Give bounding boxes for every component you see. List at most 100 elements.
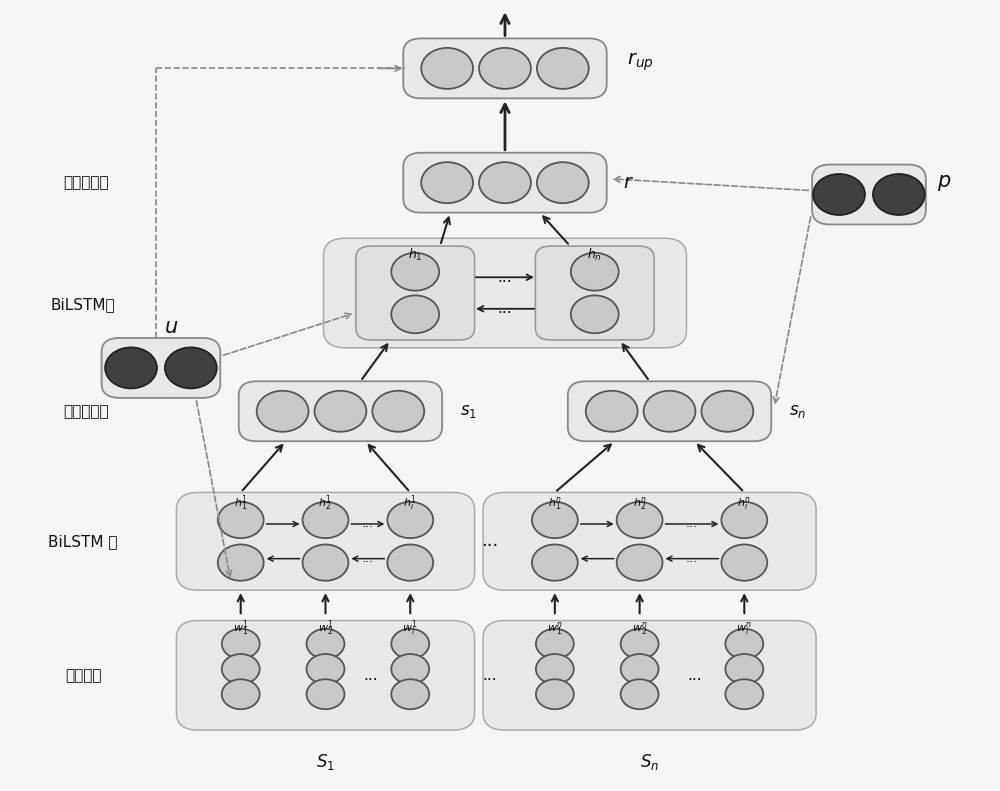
Circle shape [387,502,433,538]
Circle shape [222,654,260,684]
Circle shape [421,48,473,89]
Text: $w_i^1$: $w_i^1$ [402,619,418,638]
Text: $h_1$: $h_1$ [408,247,423,263]
Text: $h_1^1$: $h_1^1$ [234,494,248,513]
Text: $s_n$: $s_n$ [789,403,806,420]
Text: ...: ... [498,270,512,285]
FancyBboxPatch shape [176,493,475,590]
Circle shape [391,679,429,710]
Text: $w_i^n$: $w_i^n$ [736,619,752,637]
FancyBboxPatch shape [403,39,607,98]
FancyBboxPatch shape [535,246,654,340]
Text: $S_n$: $S_n$ [640,752,659,772]
FancyBboxPatch shape [176,620,475,730]
Circle shape [571,295,619,333]
Text: ...: ... [362,552,374,565]
Circle shape [725,654,763,684]
Text: $r$: $r$ [623,173,634,192]
Text: 文档表示层: 文档表示层 [63,175,109,190]
Text: BiLSTM 层: BiLSTM 层 [48,534,118,549]
Circle shape [721,544,767,581]
Circle shape [536,654,574,684]
Text: $h_2^n$: $h_2^n$ [633,495,647,512]
Circle shape [105,347,157,388]
Circle shape [303,544,348,581]
Text: $h_2^1$: $h_2^1$ [318,494,333,513]
Text: ...: ... [483,668,497,683]
Circle shape [391,629,429,659]
Circle shape [165,347,217,388]
FancyBboxPatch shape [403,153,607,213]
Circle shape [218,544,264,581]
Circle shape [621,654,659,684]
Circle shape [725,629,763,659]
Text: BiLSTM层: BiLSTM层 [51,297,115,312]
Circle shape [391,253,439,290]
Text: $S_1$: $S_1$ [316,752,335,772]
Circle shape [532,502,578,538]
Circle shape [257,391,309,432]
Text: 句子表示层: 句子表示层 [63,403,109,418]
Text: ...: ... [362,517,374,531]
Circle shape [617,502,663,538]
FancyBboxPatch shape [483,620,816,730]
Text: ...: ... [481,532,499,551]
Text: $h_i^1$: $h_i^1$ [403,494,417,513]
FancyBboxPatch shape [356,246,475,340]
Text: ...: ... [686,517,698,531]
Circle shape [479,162,531,203]
Circle shape [315,391,366,432]
FancyBboxPatch shape [483,493,816,590]
Text: $p$: $p$ [937,172,951,193]
Circle shape [536,629,574,659]
Circle shape [307,679,344,710]
Text: $w_1^n$: $w_1^n$ [547,619,563,637]
Text: $w_2^n$: $w_2^n$ [632,619,648,637]
Circle shape [571,253,619,290]
Circle shape [391,654,429,684]
Text: $h_i^n$: $h_i^n$ [737,495,751,512]
Circle shape [387,544,433,581]
Text: $u$: $u$ [164,317,178,337]
Circle shape [586,391,638,432]
Circle shape [617,544,663,581]
Circle shape [621,629,659,659]
Circle shape [218,502,264,538]
Circle shape [701,391,753,432]
Circle shape [307,654,344,684]
Text: ...: ... [687,668,702,683]
FancyBboxPatch shape [102,338,220,398]
Text: $h_n$: $h_n$ [587,247,602,263]
Circle shape [222,629,260,659]
Circle shape [372,391,424,432]
Text: 词向量层: 词向量层 [65,668,101,683]
Circle shape [537,48,589,89]
Circle shape [532,544,578,581]
Circle shape [421,162,473,203]
Circle shape [621,679,659,710]
Text: $s_1$: $s_1$ [460,403,477,420]
Text: ...: ... [363,668,378,683]
Circle shape [391,295,439,333]
Circle shape [303,502,348,538]
Circle shape [721,502,767,538]
FancyBboxPatch shape [568,381,771,441]
Text: $w_2^1$: $w_2^1$ [318,619,333,638]
Circle shape [644,391,695,432]
FancyBboxPatch shape [323,238,686,348]
Circle shape [537,162,589,203]
Text: ...: ... [498,301,512,316]
FancyBboxPatch shape [812,165,926,225]
Text: $h_1^n$: $h_1^n$ [548,495,562,512]
Circle shape [873,174,925,215]
FancyBboxPatch shape [239,381,442,441]
Circle shape [307,629,344,659]
Circle shape [536,679,574,710]
Circle shape [222,679,260,710]
Text: $w_1^1$: $w_1^1$ [233,619,249,638]
Circle shape [725,679,763,710]
Text: ...: ... [686,552,698,565]
Circle shape [479,48,531,89]
Circle shape [813,174,865,215]
Text: $r_{up}$: $r_{up}$ [627,51,653,73]
